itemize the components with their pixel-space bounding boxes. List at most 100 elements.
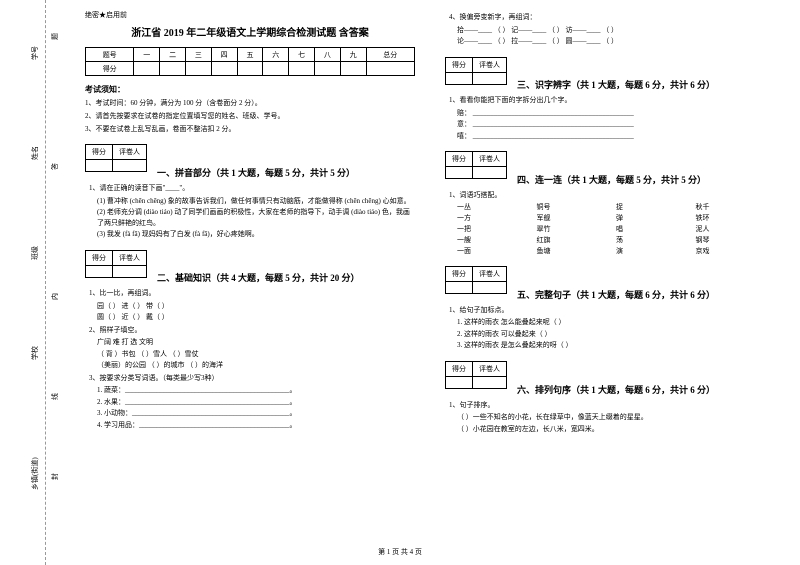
mini-grader: 评卷人 [473, 267, 507, 282]
s3-r0: 赔： _____________________________________… [457, 108, 775, 119]
score-value-row: 得分 [86, 62, 415, 76]
s3-r2: 嘻： _____________________________________… [457, 131, 775, 142]
c0: 一丛 [457, 202, 537, 212]
left-column: 绝密★启用前 浙江省 2019 年二年级语文上学期综合检测试题 含答案 题号 一… [75, 10, 430, 555]
section-3-header: 得分评卷人 三、识字辨字（共 1 大题，每题 6 分，共计 6 分） [445, 51, 775, 92]
right-column: 4、换偏旁变新字，再组词： 拾——____ （ ） 记——____ （ ） 访—… [430, 10, 785, 555]
score-cell[interactable] [237, 62, 263, 76]
section-1-header: 得分评卷人 一、拼音部分（共 1 大题，每题 5 分，共计 5 分） [85, 138, 415, 179]
mini-blank[interactable] [446, 72, 473, 84]
score-mini-box: 得分评卷人 [445, 151, 507, 179]
c1: 军舰 [537, 213, 617, 223]
score-cell[interactable] [134, 62, 160, 76]
c2: 荡 [616, 235, 696, 245]
s2-q1: 1、比一比，再组词。 [89, 288, 415, 299]
margin-char-2: 内 [50, 293, 60, 300]
mini-blank[interactable] [473, 282, 507, 294]
s3-r1: 意： _____________________________________… [457, 119, 775, 130]
page-content: 绝密★启用前 浙江省 2019 年二年级语文上学期综合检测试题 含答案 题号 一… [60, 0, 800, 565]
c0: 一艘 [457, 235, 537, 245]
mini-blank[interactable] [113, 160, 147, 172]
mini-blank[interactable] [446, 282, 473, 294]
s4-row-4: 一面鱼塘演京戏 [457, 246, 775, 256]
th-2: 二 [160, 48, 186, 62]
mini-score: 得分 [446, 361, 473, 376]
c1: 翠竹 [537, 224, 617, 234]
score-cell[interactable] [160, 62, 186, 76]
mini-grader: 评卷人 [473, 57, 507, 72]
score-cell[interactable] [289, 62, 315, 76]
s2-q1-r1: 圆（ ） 近（ ） 戴（ ） [97, 312, 415, 323]
s2-q1-r0: 园（ ） 进（ ） 带（ ） [97, 301, 415, 312]
s4-q1: 1、词语巧搭配。 [449, 190, 775, 201]
mini-blank[interactable] [473, 72, 507, 84]
s6-q1: 1、句子排序。 [449, 400, 775, 411]
th-0: 题号 [86, 48, 134, 62]
th-10: 总分 [366, 48, 414, 62]
s2-q3: 3、按要求分类写词语。（每类最少写3种） [89, 373, 415, 384]
score-cell[interactable] [263, 62, 289, 76]
th-8: 八 [314, 48, 340, 62]
s2-q2-r0: 广阔 难 打 选 文明 [97, 337, 415, 348]
mini-blank[interactable] [446, 167, 473, 179]
notice-3: 3、不要在试卷上乱写乱画，卷面不整洁扣 2 分。 [85, 125, 415, 135]
c1: 铜号 [537, 202, 617, 212]
mini-grader: 评卷人 [113, 250, 147, 265]
c2: 演 [616, 246, 696, 256]
c3: 泥人 [696, 224, 776, 234]
margin-label-class: 班级 [30, 246, 40, 260]
score-cell[interactable] [366, 62, 414, 76]
section-4-title: 四、连一连（共 1 大题，每题 5 分，共计 5 分） [517, 173, 706, 186]
s1-q1: 1、请在正确的读音下画"____"。 [89, 183, 415, 194]
s4-row-2: 一把翠竹唱泥人 [457, 224, 775, 234]
c3: 铁环 [696, 213, 776, 223]
mini-score: 得分 [86, 145, 113, 160]
c3: 京戏 [696, 246, 776, 256]
s4-row-0: 一丛铜号捉秋千 [457, 202, 775, 212]
s5-r0: 1. 这样的雨衣 怎么能叠起来呢（ ） [457, 317, 775, 328]
section-2-title: 二、基础知识（共 4 大题，每题 5 分，共计 20 分） [157, 271, 360, 284]
score-mini-box: 得分评卷人 [85, 144, 147, 172]
secret-label: 绝密★启用前 [85, 10, 415, 20]
section-5-header: 得分评卷人 五、完整句子（共 1 大题，每题 6 分，共计 6 分） [445, 260, 775, 301]
notice-2: 2、请首先按要求在试卷的指定位置填写您的姓名、班级、学号。 [85, 112, 415, 122]
margin-char-4: 封 [50, 473, 60, 480]
c3: 秋千 [696, 202, 776, 212]
score-header-row: 题号 一 二 三 四 五 六 七 八 九 总分 [86, 48, 415, 62]
s2-q2-r1: （ 背 ）书包 （ ）雪人 （ ）雪仗 [97, 349, 415, 360]
c3: 钢琴 [696, 235, 776, 245]
s6-r1: （ ）小花园在教室的左边，长八米，宽四米。 [457, 424, 775, 435]
mini-blank[interactable] [446, 376, 473, 388]
s2-q3-r3: 4. 学习用品：________________________________… [97, 420, 415, 431]
margin-label-school: 学校 [30, 346, 40, 360]
score-mini-box: 得分评卷人 [85, 250, 147, 278]
section-6-header: 得分评卷人 六、排列句序（共 1 大题，每题 6 分，共计 6 分） [445, 355, 775, 396]
section-5-title: 五、完整句子（共 1 大题，每题 6 分，共计 6 分） [517, 288, 715, 301]
mini-score: 得分 [446, 57, 473, 72]
s2-q4-r0: 拾——____ （ ） 记——____ （ ） 访——____ （ ） [457, 25, 775, 36]
mini-blank[interactable] [86, 160, 113, 172]
score-cell[interactable] [211, 62, 237, 76]
margin-char-1: 答 [50, 163, 60, 170]
score-cell[interactable] [340, 62, 366, 76]
mini-blank[interactable] [473, 167, 507, 179]
section-1-title: 一、拼音部分（共 1 大题，每题 5 分，共计 5 分） [157, 166, 355, 179]
mini-grader: 评卷人 [113, 145, 147, 160]
c0: 一方 [457, 213, 537, 223]
score-cell[interactable] [185, 62, 211, 76]
mini-blank[interactable] [473, 376, 507, 388]
section-6-title: 六、排列句序（共 1 大题，每题 6 分，共计 6 分） [517, 383, 715, 396]
s5-r2: 3. 这样的雨衣 是怎么叠起来的呀（ ） [457, 340, 775, 351]
mini-blank[interactable] [113, 265, 147, 277]
score-cell[interactable] [314, 62, 340, 76]
th-9: 九 [340, 48, 366, 62]
th-3: 三 [185, 48, 211, 62]
notice-title: 考试须知： [85, 84, 415, 95]
s2-q3-r0: 1. 蔬菜：__________________________________… [97, 385, 415, 396]
section-4-header: 得分评卷人 四、连一连（共 1 大题，每题 5 分，共计 5 分） [445, 145, 775, 186]
s5-r1: 2. 这样的雨衣 可以叠起来（ ） [457, 329, 775, 340]
mini-score: 得分 [86, 250, 113, 265]
score-table: 题号 一 二 三 四 五 六 七 八 九 总分 得分 [85, 47, 415, 76]
mini-blank[interactable] [86, 265, 113, 277]
c0: 一把 [457, 224, 537, 234]
